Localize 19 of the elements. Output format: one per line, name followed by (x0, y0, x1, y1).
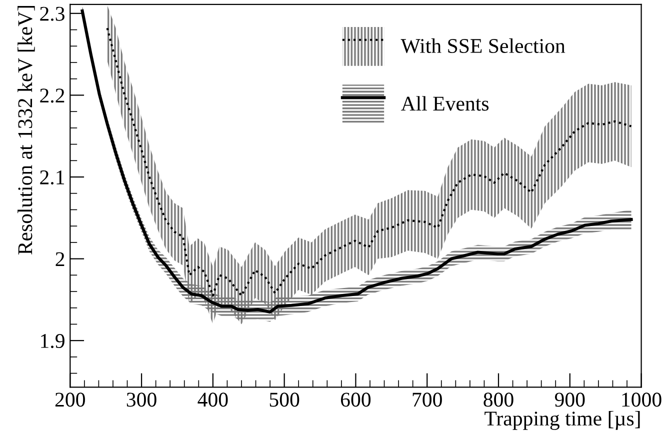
y-tick-label: 2.1 (40, 170, 64, 185)
x-tick-label: 600 (340, 392, 371, 407)
legend-label: With SSE Selection (400, 38, 566, 54)
y-tick-label: 2 (56, 252, 64, 266)
x-tick-label: 400 (198, 392, 228, 407)
x-tick-label: 200 (55, 392, 85, 407)
x-tick-label: 500 (270, 392, 300, 407)
x-tick-label: 700 (412, 392, 442, 407)
x-tick-label: 900 (554, 392, 585, 407)
y-axis-title: Resolution at 1332 keV [keV] (18, 6, 35, 255)
y-tick-label: 1.9 (41, 334, 64, 348)
y-tick-label: 2.3 (40, 6, 64, 21)
x-tick-label: 1000 (622, 392, 662, 407)
line-series (106, 27, 632, 297)
x-tick-label: 300 (126, 392, 156, 407)
x-axis-title: Trapping time [µs] (484, 410, 640, 430)
x-tick-label: 800 (484, 392, 514, 407)
y-tick-label: 2.2 (40, 88, 64, 103)
legend-label: All Events (400, 96, 489, 111)
